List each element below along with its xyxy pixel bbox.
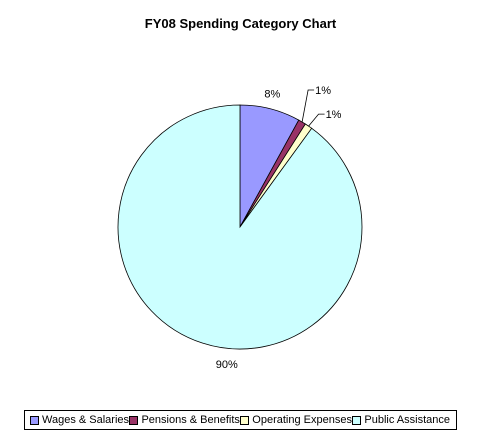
legend-label-pensions-benefits: Pensions & Benefits bbox=[141, 414, 240, 426]
data-label-wages-salaries: 8% bbox=[264, 88, 280, 100]
legend-label-wages-salaries: Wages & Salaries bbox=[42, 414, 130, 426]
legend-swatch-operating-expenses bbox=[240, 415, 250, 425]
legend-label-operating-expenses: Operating Expenses bbox=[252, 414, 352, 426]
legend-swatch-public-assistance bbox=[352, 415, 362, 425]
data-label-operating-expenses: 1% bbox=[326, 109, 342, 121]
legend-swatch-wages-salaries bbox=[30, 415, 39, 425]
data-label-pensions-benefits: 1% bbox=[315, 85, 331, 97]
leader-line-operating-expenses bbox=[308, 113, 325, 127]
legend-item-public-assistance: Public Assistance bbox=[352, 414, 450, 426]
legend-swatch-pensions-benefits bbox=[129, 415, 139, 425]
legend-item-operating-expenses: Operating Expenses bbox=[240, 414, 352, 426]
chart-title: FY08 Spending Category Chart bbox=[144, 16, 337, 31]
legend-item-wages-salaries: Wages & Salaries bbox=[30, 414, 129, 426]
leader-line-pensions-benefits bbox=[301, 89, 315, 123]
legend: Wages & Salaries Pensions & Benefits Ope… bbox=[24, 410, 457, 430]
data-label-public-assistance: 90% bbox=[216, 359, 238, 371]
legend-item-pensions-benefits: Pensions & Benefits bbox=[129, 414, 240, 426]
pie-slice-public-assistance bbox=[117, 104, 363, 350]
legend-label-public-assistance: Public Assistance bbox=[364, 414, 450, 426]
